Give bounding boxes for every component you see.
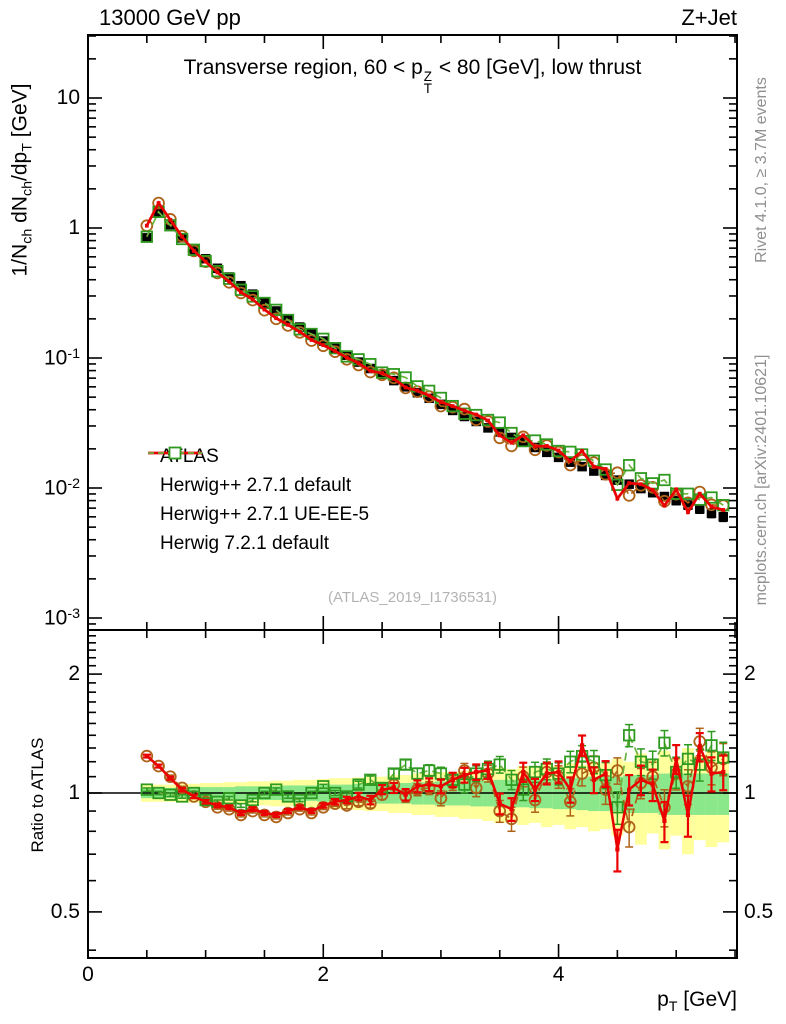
- legend: ATLAS Herwig++ 2.7.1 default Herwig++ 2.7.…: [146, 442, 369, 558]
- legend-label: Herwig++ 2.7.1 UE-EE-5: [160, 503, 370, 525]
- legend-label: Herwig++ 2.7.1 default: [160, 474, 352, 496]
- open-square-icon: [148, 446, 202, 460]
- beam-energy-label: 13000 GeV pp: [99, 5, 241, 30]
- legend-label: Herwig 7.2.1 default: [160, 532, 329, 554]
- legend-item-2: Herwig++ 2.7.1 UE-EE-5: [146, 451, 370, 529]
- main-spectrum: [140, 196, 730, 523]
- legend-item-3: Herwig 7.2.1 default: [146, 446, 369, 558]
- x-axis-title: pT [GeV]: [657, 988, 737, 1015]
- analysis-watermark: (ATLAS_2019_I1736531): [327, 589, 497, 606]
- ratio-curves: [140, 723, 730, 873]
- legend-item-1: Herwig++ 2.7.1 default: [146, 446, 369, 500]
- axis-ticks: [87, 35, 737, 958]
- process-label: Z+Jet: [681, 5, 737, 30]
